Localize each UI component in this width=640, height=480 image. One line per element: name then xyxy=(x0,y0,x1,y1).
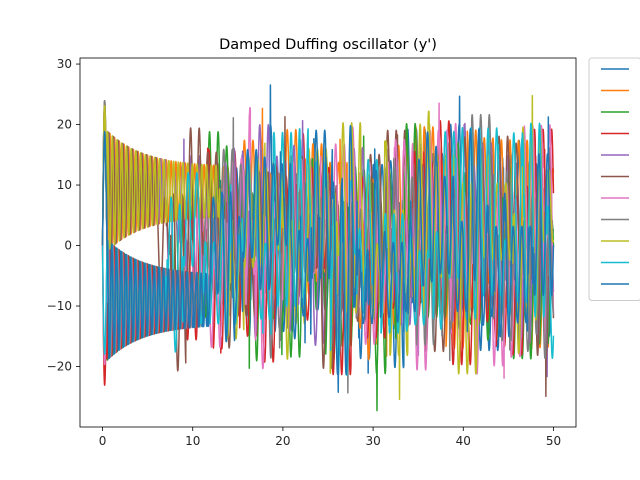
legend-frame xyxy=(588,57,640,301)
y-axis: −20 −10 0 10 20 30 xyxy=(47,57,80,374)
y-tick-label: 0 xyxy=(64,239,72,253)
chart-title: Damped Duffing oscillator (y') xyxy=(219,37,437,53)
legend xyxy=(588,57,640,301)
x-tick-label: 40 xyxy=(456,434,471,448)
series-line xyxy=(101,116,555,394)
x-tick-label: 10 xyxy=(185,434,200,448)
plot-frame xyxy=(79,57,577,428)
y-tick-label: −20 xyxy=(47,360,72,374)
x-tick-label: 30 xyxy=(365,434,380,448)
series-layer xyxy=(101,84,555,412)
x-axis: 0 10 20 30 40 50 xyxy=(99,427,561,448)
y-tick-label: −10 xyxy=(47,299,72,313)
x-tick-label: 50 xyxy=(546,434,561,448)
y-tick-label: 10 xyxy=(57,178,72,192)
y-tick-label: 30 xyxy=(57,57,72,71)
x-tick-label: 20 xyxy=(275,434,290,448)
y-tick-label: 20 xyxy=(57,118,72,132)
x-tick-label: 0 xyxy=(99,434,107,448)
